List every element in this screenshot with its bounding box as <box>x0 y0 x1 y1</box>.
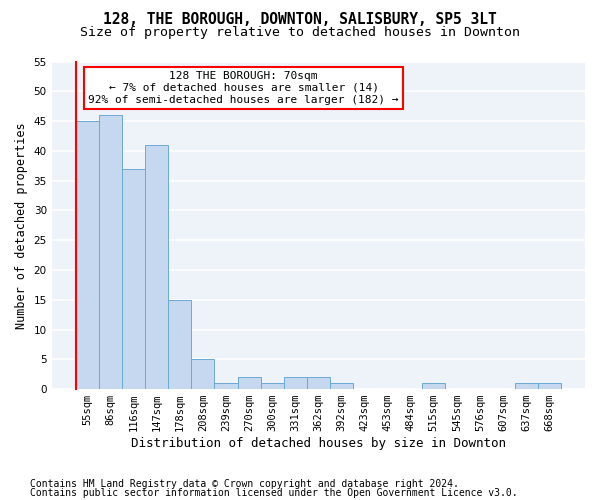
Text: 128, THE BOROUGH, DOWNTON, SALISBURY, SP5 3LT: 128, THE BOROUGH, DOWNTON, SALISBURY, SP… <box>103 12 497 28</box>
Text: Size of property relative to detached houses in Downton: Size of property relative to detached ho… <box>80 26 520 39</box>
Bar <box>538 383 561 389</box>
Bar <box>330 383 353 389</box>
Text: Contains public sector information licensed under the Open Government Licence v3: Contains public sector information licen… <box>30 488 518 498</box>
Bar <box>191 360 214 389</box>
Bar <box>307 377 330 389</box>
Bar <box>515 383 538 389</box>
Bar <box>99 115 122 389</box>
Bar <box>422 383 445 389</box>
Bar <box>122 168 145 389</box>
Y-axis label: Number of detached properties: Number of detached properties <box>15 122 28 328</box>
Text: 128 THE BOROUGH: 70sqm
← 7% of detached houses are smaller (14)
92% of semi-deta: 128 THE BOROUGH: 70sqm ← 7% of detached … <box>88 72 399 104</box>
Text: Contains HM Land Registry data © Crown copyright and database right 2024.: Contains HM Land Registry data © Crown c… <box>30 479 459 489</box>
Bar <box>214 383 238 389</box>
Bar <box>260 383 284 389</box>
Bar <box>145 145 168 389</box>
Bar <box>168 300 191 389</box>
Bar <box>238 377 260 389</box>
Bar <box>76 121 99 389</box>
Bar <box>284 377 307 389</box>
X-axis label: Distribution of detached houses by size in Downton: Distribution of detached houses by size … <box>131 437 506 450</box>
